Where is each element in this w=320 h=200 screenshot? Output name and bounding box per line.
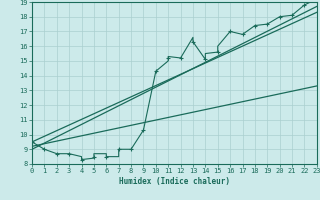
X-axis label: Humidex (Indice chaleur): Humidex (Indice chaleur) [119, 177, 230, 186]
